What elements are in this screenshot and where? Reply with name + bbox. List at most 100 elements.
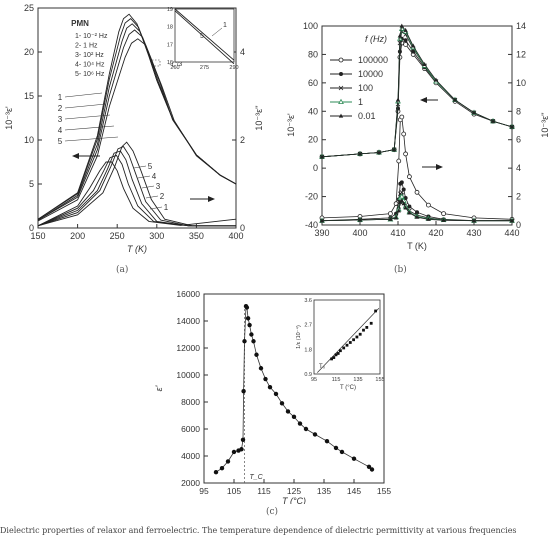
eps-real-point bbox=[392, 147, 397, 152]
curve-leader bbox=[64, 103, 107, 109]
legend-marker bbox=[339, 72, 343, 76]
inset-y-tick-label: 17 bbox=[167, 42, 173, 48]
eps-real-point bbox=[433, 77, 439, 82]
y-tick-label: 2000 bbox=[181, 478, 200, 488]
eps-real-point bbox=[403, 42, 408, 47]
y-tick-label: -20 bbox=[305, 192, 318, 202]
data-point bbox=[242, 339, 247, 344]
x-tick-label: 105 bbox=[227, 486, 241, 496]
eps-imag-point bbox=[403, 205, 408, 210]
eps-real-series-line bbox=[321, 28, 513, 158]
eps-real-point bbox=[509, 124, 515, 129]
curve-label-imag: 1 bbox=[164, 203, 169, 212]
y-tick-label: 15 bbox=[24, 91, 34, 101]
data-point bbox=[279, 401, 285, 406]
inset-x-tick-label: 135 bbox=[353, 377, 362, 383]
eps-real-point bbox=[398, 25, 405, 31]
arrow-left-head bbox=[420, 97, 427, 103]
y2-tick-label: 2 bbox=[516, 192, 521, 202]
curve-label: 5 bbox=[58, 137, 63, 146]
y2-tick-label: 8 bbox=[516, 106, 521, 116]
inset-data-point bbox=[345, 343, 349, 347]
inset-frame bbox=[313, 299, 381, 375]
data-point bbox=[254, 352, 259, 357]
inset-y-tick-label: 16 bbox=[167, 60, 173, 66]
inset-curve-label: 5 bbox=[200, 33, 204, 40]
data-point bbox=[247, 322, 252, 328]
x-tick-label: 430 bbox=[466, 228, 481, 238]
eps-imag-point bbox=[396, 158, 402, 164]
x-tick-label: 200 bbox=[70, 231, 85, 241]
y-tick-label: 5 bbox=[29, 179, 34, 189]
legend-entry: 2- 1 Hz bbox=[75, 43, 98, 50]
curve-label-imag: 3 bbox=[156, 182, 161, 191]
eps-imag-point bbox=[398, 193, 405, 199]
data-point bbox=[225, 459, 231, 464]
arrow-right-head bbox=[436, 164, 443, 170]
legend-entry: 5- 10⁶ Hz bbox=[75, 71, 105, 78]
curve-label-imag: 5 bbox=[148, 162, 153, 171]
inset-data-point bbox=[339, 349, 342, 353]
x-tick-label: 400 bbox=[228, 231, 243, 241]
eps-imag-point bbox=[415, 210, 419, 215]
eps-real-point bbox=[403, 27, 408, 32]
y-tick-label: 4000 bbox=[181, 451, 200, 461]
eps-imag-series-line bbox=[37, 146, 236, 227]
y2-tick-label: 4 bbox=[240, 47, 245, 57]
curve-leader-imag bbox=[149, 206, 163, 210]
data-point bbox=[258, 366, 264, 371]
y-axis-label: 10⁻³ε' bbox=[286, 113, 296, 137]
panel-label-b: (b) bbox=[394, 265, 407, 275]
eps-imag-point bbox=[401, 187, 406, 192]
inset-y-tick-label: 1.8 bbox=[304, 347, 312, 353]
curve-leader bbox=[64, 136, 119, 142]
y2-axis-label: 10⁻³ε'' bbox=[540, 112, 550, 137]
curve-label: 3 bbox=[58, 115, 63, 124]
curve-leader bbox=[64, 125, 115, 131]
data-point bbox=[312, 432, 318, 437]
curve-leader-imag bbox=[145, 195, 159, 199]
figure-caption: Dielectric properties of relaxor and fer… bbox=[0, 526, 517, 535]
eps-real-series-line bbox=[37, 38, 237, 222]
curve-leader-imag bbox=[137, 175, 151, 179]
eps-imag-point bbox=[399, 180, 404, 185]
y2-tick-label: 2 bbox=[240, 135, 245, 145]
eps-imag-point bbox=[401, 201, 406, 206]
data-point bbox=[240, 437, 246, 442]
data-point bbox=[241, 389, 246, 394]
data-point bbox=[231, 449, 237, 455]
inset-data-point bbox=[336, 352, 340, 355]
inset-fit-line bbox=[317, 307, 380, 373]
eps-imag-point bbox=[399, 190, 405, 195]
eps-imag-series-line bbox=[37, 141, 236, 227]
inset-data-point bbox=[342, 346, 346, 350]
data-point bbox=[244, 305, 250, 310]
panel-label-c: (c) bbox=[266, 507, 279, 517]
curve-leader bbox=[64, 92, 103, 98]
arrow-right-head bbox=[208, 196, 215, 202]
y-tick-label: 40 bbox=[308, 106, 318, 116]
eps-imag-point bbox=[425, 202, 431, 208]
eps-imag-point bbox=[388, 211, 393, 217]
legend-marker bbox=[338, 57, 344, 63]
eps-real-point bbox=[399, 23, 404, 28]
eps-real-point bbox=[471, 110, 477, 115]
eps-imag-point bbox=[406, 174, 412, 180]
data-point bbox=[263, 376, 268, 382]
eps-imag-point bbox=[407, 204, 412, 209]
legend-entry: 4- 10⁴ Hz bbox=[75, 62, 105, 69]
plot-frame bbox=[37, 7, 237, 229]
y2-tick-label: 14 bbox=[516, 21, 526, 31]
curve-label: 4 bbox=[58, 126, 63, 135]
inset-data-point bbox=[352, 338, 355, 342]
y-tick-label: 20 bbox=[308, 135, 318, 145]
eps-imag-point bbox=[441, 211, 447, 217]
eps-imag-series-line bbox=[37, 150, 236, 227]
legend-marker bbox=[338, 113, 344, 118]
y-tick-label: 12000 bbox=[176, 343, 200, 353]
inset-x-tick-label: 115 bbox=[332, 377, 341, 383]
inset-y-tick-label: 19 bbox=[167, 7, 173, 13]
eps-real-point bbox=[319, 154, 325, 159]
y-tick-label: 60 bbox=[308, 78, 318, 88]
eps-imag-series-line bbox=[321, 115, 513, 220]
